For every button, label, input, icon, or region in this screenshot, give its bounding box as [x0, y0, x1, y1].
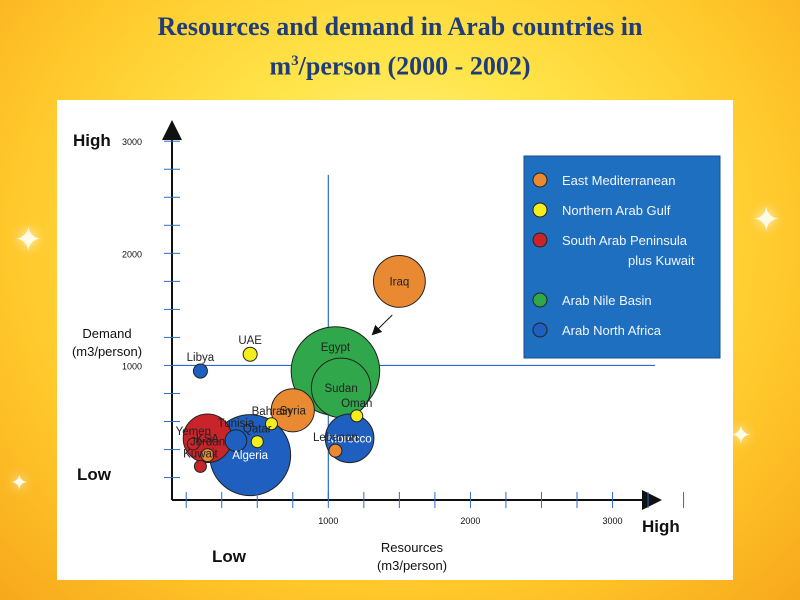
title-line-2: m3/person (2000 - 2002) — [0, 44, 800, 84]
bubble-oman — [350, 409, 364, 423]
y-axis-title: Demand — [82, 326, 131, 341]
title-line-1: Resources and demand in Arab countries i… — [157, 12, 643, 41]
bubble-label-qatar: Qatar — [243, 424, 272, 436]
title-unit-exponent: 3 — [291, 53, 299, 69]
bubble-label-tunisia: Tunisia — [218, 418, 255, 430]
bubble-label-iraq: Iraq — [389, 276, 409, 288]
sparkle-decoration: ✦ — [10, 470, 29, 495]
bubble-lebanon — [328, 443, 343, 458]
legend-box — [523, 155, 721, 359]
legend-label: Arab Nile Basin — [562, 293, 652, 308]
bubble-yemen — [186, 437, 200, 451]
y-axis-title-unit: (m3/person) — [72, 344, 142, 359]
y-tick-label: 1000 — [122, 361, 142, 371]
bubble-qatar — [250, 435, 264, 449]
bubble-label-sudan: Sudan — [324, 383, 357, 395]
y-axis-high-label: High — [73, 131, 111, 150]
bubble-label-uae: UAE — [238, 335, 262, 347]
legend-label: Arab North Africa — [562, 323, 662, 338]
bubble-label-syria: Syria — [280, 405, 307, 417]
legend-label: Northern Arab Gulf — [562, 203, 671, 218]
legend-marker — [532, 322, 548, 338]
x-tick-label: 2000 — [460, 516, 480, 526]
y-tick-label: 2000 — [122, 249, 142, 259]
sparkle-decoration: ✦ — [14, 221, 43, 259]
bubble-label-morocco: Morocco — [328, 433, 372, 445]
legend-marker — [532, 232, 548, 248]
title-unit-suffix: /person (2000 - 2002) — [298, 51, 531, 81]
bubble-label-egypt: Egypt — [321, 342, 351, 354]
bubble-iraq — [372, 254, 426, 308]
legend-marker — [532, 202, 548, 218]
bubble-label-ksa: KSA — [196, 433, 219, 445]
bubble-uae — [242, 346, 258, 362]
bubble-bahrain — [264, 417, 278, 431]
sparkle-decoration: ✦ — [730, 420, 752, 450]
x-tick-label: 3000 — [603, 516, 623, 526]
sparkle-decoration: ✦ — [752, 201, 781, 239]
bubble-tunisia — [224, 429, 248, 452]
bubble-chart: 1000 2000 3000 1000 2000 3000 High Low Low High De… — [72, 120, 721, 573]
legend-label: East Mediterranean — [562, 173, 675, 188]
bubble-label-bahrain: Bahrain — [252, 406, 292, 418]
bubble-syria — [270, 388, 315, 433]
legend-marker — [532, 292, 548, 308]
bubble-kuwait — [193, 459, 207, 473]
bubble-label-oman: Oman — [341, 398, 372, 410]
bubble-label-jordan: Jordan — [190, 437, 225, 449]
bubble-label-lebanon: Lebanon — [313, 432, 358, 444]
x-axis-title-unit: (m3/person) — [377, 558, 447, 573]
bubble-label-yemen: Yemen — [176, 426, 211, 438]
slide-title: Resources and demand in Arab countries i… — [0, 10, 800, 84]
y-axis-low-label: Low — [77, 465, 112, 484]
x-axis-low-label: Low — [212, 547, 247, 566]
legend-label: South Arab Peninsula — [562, 233, 688, 248]
x-tick-label: 1000 — [318, 516, 338, 526]
bubble-label-libya: Libya — [187, 352, 215, 364]
iraq-arrow — [371, 314, 393, 336]
x-axis-title: Resources — [381, 540, 444, 555]
bubble-label-algeria: Algeria — [232, 450, 268, 462]
bubble-libya — [192, 363, 208, 379]
legend-label-cont: plus Kuwait — [628, 253, 695, 268]
bubble-jordan — [200, 448, 215, 463]
chart-panel: 1000 2000 3000 1000 2000 3000 High Low Low High De… — [57, 100, 733, 580]
x-axis-high-label: High — [642, 517, 680, 536]
legend-marker — [532, 172, 548, 188]
y-tick-label: 3000 — [122, 137, 142, 147]
bubble-label-kuwait: Kuwait — [183, 448, 218, 460]
title-unit: m — [269, 51, 292, 81]
